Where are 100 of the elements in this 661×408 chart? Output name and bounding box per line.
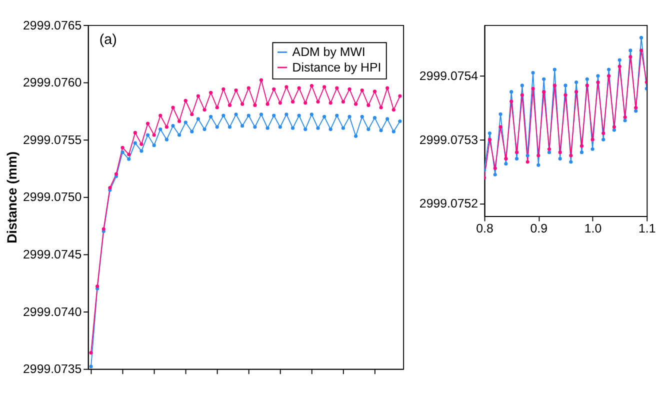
point	[140, 149, 144, 153]
point	[246, 86, 250, 90]
point	[348, 87, 352, 91]
point	[602, 138, 606, 142]
point	[493, 172, 497, 176]
point	[272, 87, 276, 91]
point	[510, 90, 514, 94]
point	[152, 133, 156, 137]
point	[215, 125, 219, 129]
point	[316, 100, 320, 104]
point	[102, 227, 106, 231]
point	[158, 128, 162, 132]
point	[623, 116, 627, 120]
point	[196, 117, 200, 121]
point	[354, 134, 358, 138]
point	[574, 80, 578, 84]
point	[552, 84, 556, 88]
point	[372, 116, 377, 120]
point	[127, 152, 131, 156]
point	[184, 120, 188, 124]
point	[328, 128, 332, 132]
point	[290, 126, 295, 130]
point	[372, 90, 377, 94]
point	[316, 126, 320, 130]
point	[209, 114, 213, 118]
point	[360, 88, 364, 92]
point	[606, 68, 611, 72]
point	[547, 147, 552, 151]
y-tick-label: 2999.0752	[419, 196, 478, 211]
point	[558, 156, 562, 160]
point	[386, 86, 390, 90]
point	[392, 108, 396, 112]
point	[634, 109, 638, 113]
point	[520, 93, 524, 97]
point	[133, 141, 137, 145]
point	[322, 85, 326, 89]
point	[569, 154, 573, 158]
point	[348, 114, 352, 118]
point	[171, 124, 175, 128]
point	[190, 130, 194, 134]
point	[222, 87, 226, 91]
point	[493, 166, 497, 170]
point	[569, 160, 573, 164]
point	[526, 160, 530, 164]
point	[202, 128, 206, 132]
point	[590, 147, 594, 151]
point	[297, 114, 301, 118]
point	[190, 112, 194, 116]
point	[341, 126, 345, 130]
point	[398, 119, 402, 124]
point	[240, 124, 244, 128]
point	[488, 138, 492, 142]
point	[542, 77, 546, 81]
point	[585, 77, 589, 81]
point	[322, 114, 326, 118]
point	[360, 114, 364, 118]
point	[304, 128, 308, 132]
point	[202, 108, 206, 112]
point	[120, 146, 124, 150]
point	[120, 150, 124, 154]
point	[558, 150, 562, 154]
x-tick-label: 1.1	[638, 222, 656, 236]
point	[628, 55, 632, 59]
point	[564, 93, 568, 97]
point	[178, 133, 182, 137]
y-tick-label: 2999.0745	[23, 248, 82, 262]
point	[634, 106, 638, 110]
point	[585, 84, 589, 88]
point	[504, 156, 508, 160]
point	[531, 86, 535, 90]
point	[580, 144, 584, 148]
point	[184, 98, 188, 102]
point	[89, 351, 93, 355]
point	[284, 85, 288, 89]
point	[253, 103, 257, 107]
point	[514, 150, 519, 154]
point	[278, 101, 282, 105]
point	[488, 131, 492, 136]
point	[164, 138, 168, 142]
point	[234, 88, 238, 92]
point	[209, 90, 213, 94]
point	[335, 86, 339, 90]
point	[228, 125, 232, 129]
y-tick-label: 2999.0740	[23, 304, 82, 319]
point	[618, 58, 622, 62]
point	[379, 106, 383, 110]
point	[536, 154, 540, 158]
point	[297, 86, 301, 90]
y-tick-label: 2999.0760	[23, 76, 82, 90]
point	[612, 128, 616, 132]
point	[386, 117, 390, 121]
point	[108, 186, 112, 190]
point	[310, 112, 314, 116]
point	[171, 106, 175, 110]
point	[133, 130, 137, 135]
point	[272, 114, 276, 118]
point	[526, 154, 530, 158]
point	[504, 162, 508, 166]
point	[240, 102, 244, 106]
point	[146, 133, 150, 137]
